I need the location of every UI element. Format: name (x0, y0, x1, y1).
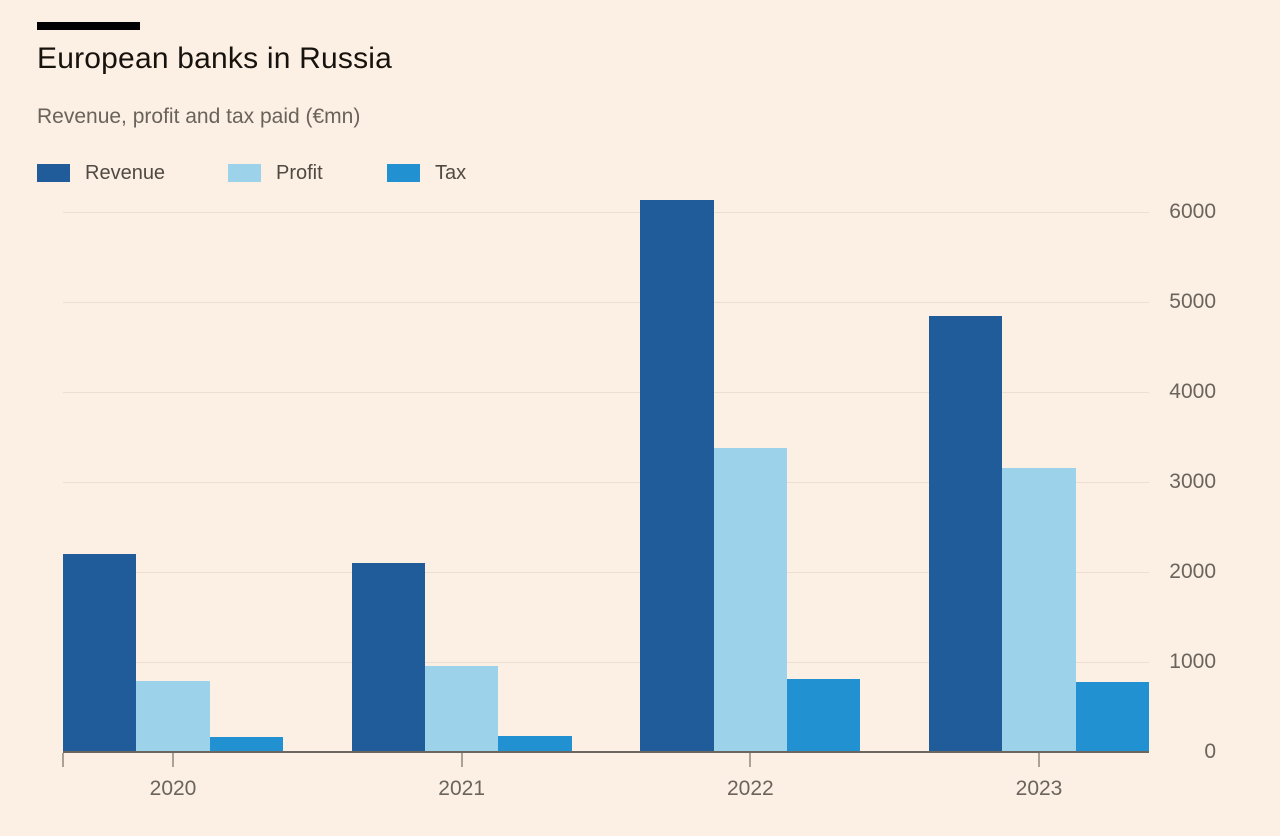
gridline-4000 (63, 392, 1149, 394)
y-axis-label-5000: 5000 (1169, 290, 1216, 314)
legend-swatch-profit-icon (228, 164, 261, 182)
chart-subtitle: Revenue, profit and tax paid (€mn) (37, 105, 361, 128)
bar-revenue-2020 (63, 554, 137, 752)
gridline-1000 (63, 662, 1149, 664)
bar-groups (63, 200, 1149, 752)
bar-group-2020 (63, 200, 283, 752)
x-axis-line (63, 751, 1149, 753)
legend-label-profit: Profit (276, 162, 323, 184)
bar-tax-2021 (498, 735, 572, 752)
y-axis-label-1000: 1000 (1169, 650, 1216, 674)
legend-item-profit: Profit (228, 162, 323, 184)
x-axis-label-2020: 2020 (149, 777, 197, 800)
legend-item-revenue: Revenue (37, 162, 165, 184)
bar-group-2022 (640, 200, 861, 752)
bar-profit-2020 (136, 680, 210, 752)
bar-group-2021 (351, 200, 572, 752)
y-axis-label-2000: 2000 (1169, 560, 1216, 584)
gridline-2000 (63, 572, 1149, 574)
y-axis-label-4000: 4000 (1169, 380, 1216, 404)
bar-profit-2023 (1002, 467, 1076, 752)
kicker-bar (37, 22, 140, 30)
legend-label-revenue: Revenue (85, 162, 166, 184)
x-axis-label-2021: 2021 (438, 777, 486, 800)
chart-title: European banks in Russia (37, 42, 393, 75)
bar-profit-2022 (713, 447, 787, 752)
x-axis-tick-2022 (749, 753, 752, 767)
gridline-6000 (63, 212, 1149, 214)
x-axis-tick-2020 (172, 753, 174, 767)
bar-tax-2023 (1075, 681, 1149, 752)
chart-legend: Revenue Profit Tax (0, 162, 1280, 186)
legend-item-tax: Tax (387, 162, 466, 184)
bar-tax-2020 (209, 737, 283, 752)
bar-tax-2022 (786, 678, 861, 752)
x-axis-label-2023: 2023 (1015, 777, 1063, 800)
gridline-5000 (63, 302, 1149, 304)
legend-label-tax: Tax (435, 162, 467, 184)
x-axis-tick-2023 (1038, 753, 1040, 767)
legend-swatch-revenue-icon (37, 164, 70, 182)
bar-revenue-2023 (928, 315, 1003, 752)
bar-group-2023 (928, 200, 1149, 752)
y-axis-label-3000: 3000 (1169, 470, 1216, 494)
y-axis-label-0: 0 (1204, 740, 1216, 763)
x-axis-label-2022: 2022 (726, 777, 774, 800)
x-axis-tick-origin (62, 753, 64, 767)
y-axis-label-6000: 6000 (1169, 200, 1216, 224)
x-axis-tick-2021 (460, 753, 463, 767)
legend-swatch-tax-icon (387, 164, 420, 182)
bar-profit-2021 (424, 665, 499, 752)
bar-revenue-2021 (351, 563, 425, 752)
plot-area: 2020 2021 2022 2023 0 1000 2000 3000 4000 5000 600… (62, 200, 1216, 800)
gridline-3000 (63, 482, 1149, 484)
bar-revenue-2022 (640, 200, 714, 752)
